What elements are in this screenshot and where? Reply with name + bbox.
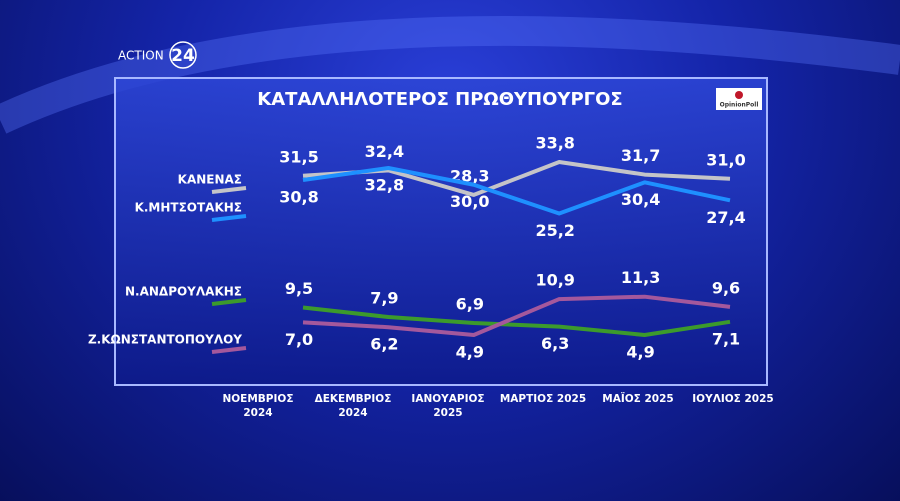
data-label: 6,2 — [370, 335, 398, 354]
x-tick-label: ΜΑΪΟΣ 2025 — [602, 393, 674, 405]
data-label: 7,9 — [370, 289, 398, 308]
channel-circle — [169, 41, 197, 69]
data-label: 10,9 — [535, 271, 574, 290]
x-tick-label: ΔΕΚΕΜΒΡΙΟΣ 2024 — [314, 393, 392, 419]
x-tick-label: ΙΑΝΟΥΑΡΙΟΣ 2025 — [411, 393, 485, 419]
legend-swatch — [211, 346, 247, 354]
data-label: 9,5 — [285, 279, 313, 298]
series-line — [302, 294, 731, 337]
legend-label: Ν.ΑΝΔΡΟΥΛΑΚΗΣ — [125, 285, 242, 299]
source-icon — [735, 91, 743, 99]
data-label: 30,8 — [279, 187, 318, 206]
legend-swatch — [211, 186, 247, 194]
data-label: 6,3 — [541, 334, 569, 353]
data-label: 9,6 — [712, 278, 740, 297]
data-label: 32,8 — [365, 175, 404, 194]
data-label: 4,9 — [626, 343, 654, 362]
channel-name: ACTION — [118, 49, 164, 63]
data-label: 11,3 — [621, 268, 660, 287]
x-tick-label: ΝΟΕΜΒΡΙΟΣ 2024 — [222, 393, 294, 419]
legend-label: Κ.ΜΗΤΣΟΤΑΚΗΣ — [135, 201, 242, 215]
data-label: 7,1 — [712, 329, 740, 348]
data-label: 31,7 — [621, 146, 660, 165]
data-label: 33,8 — [535, 134, 574, 153]
data-label: 7,0 — [285, 330, 313, 349]
data-label: 32,4 — [365, 142, 404, 161]
data-label: 30,0 — [450, 192, 489, 211]
chart-title: ΚΑΤΑΛΛΗΛΟΤΕΡΟΣ ΠΡΩΘΥΠΟΥΡΓΟΣ — [257, 89, 622, 110]
x-tick-label: ΙΟΥΛΙΟΣ 2025 — [692, 393, 774, 405]
data-label: 25,2 — [535, 221, 574, 240]
series-line — [302, 305, 731, 337]
channel-number: 24 — [171, 46, 195, 66]
series-line — [302, 165, 731, 216]
legend-swatch — [211, 298, 247, 306]
data-label: 31,5 — [279, 147, 318, 166]
x-tick-label: ΜΑΡΤΙΟΣ 2025 — [499, 393, 587, 405]
legend-label: Ζ.ΚΩΝΣΤΑΝΤΟΠΟΥΛΟΥ — [88, 333, 242, 347]
swoosh — [0, 15, 900, 134]
data-label: 30,4 — [621, 190, 660, 209]
data-label: 6,9 — [456, 295, 484, 314]
data-label: 27,4 — [706, 208, 745, 227]
legend-label: ΚΑΝΕΝΑΣ — [178, 173, 242, 187]
data-label: 31,0 — [706, 150, 745, 169]
data-label: 4,9 — [456, 343, 484, 362]
source: OpinionPoll — [720, 102, 759, 109]
legend-swatch — [211, 214, 247, 222]
